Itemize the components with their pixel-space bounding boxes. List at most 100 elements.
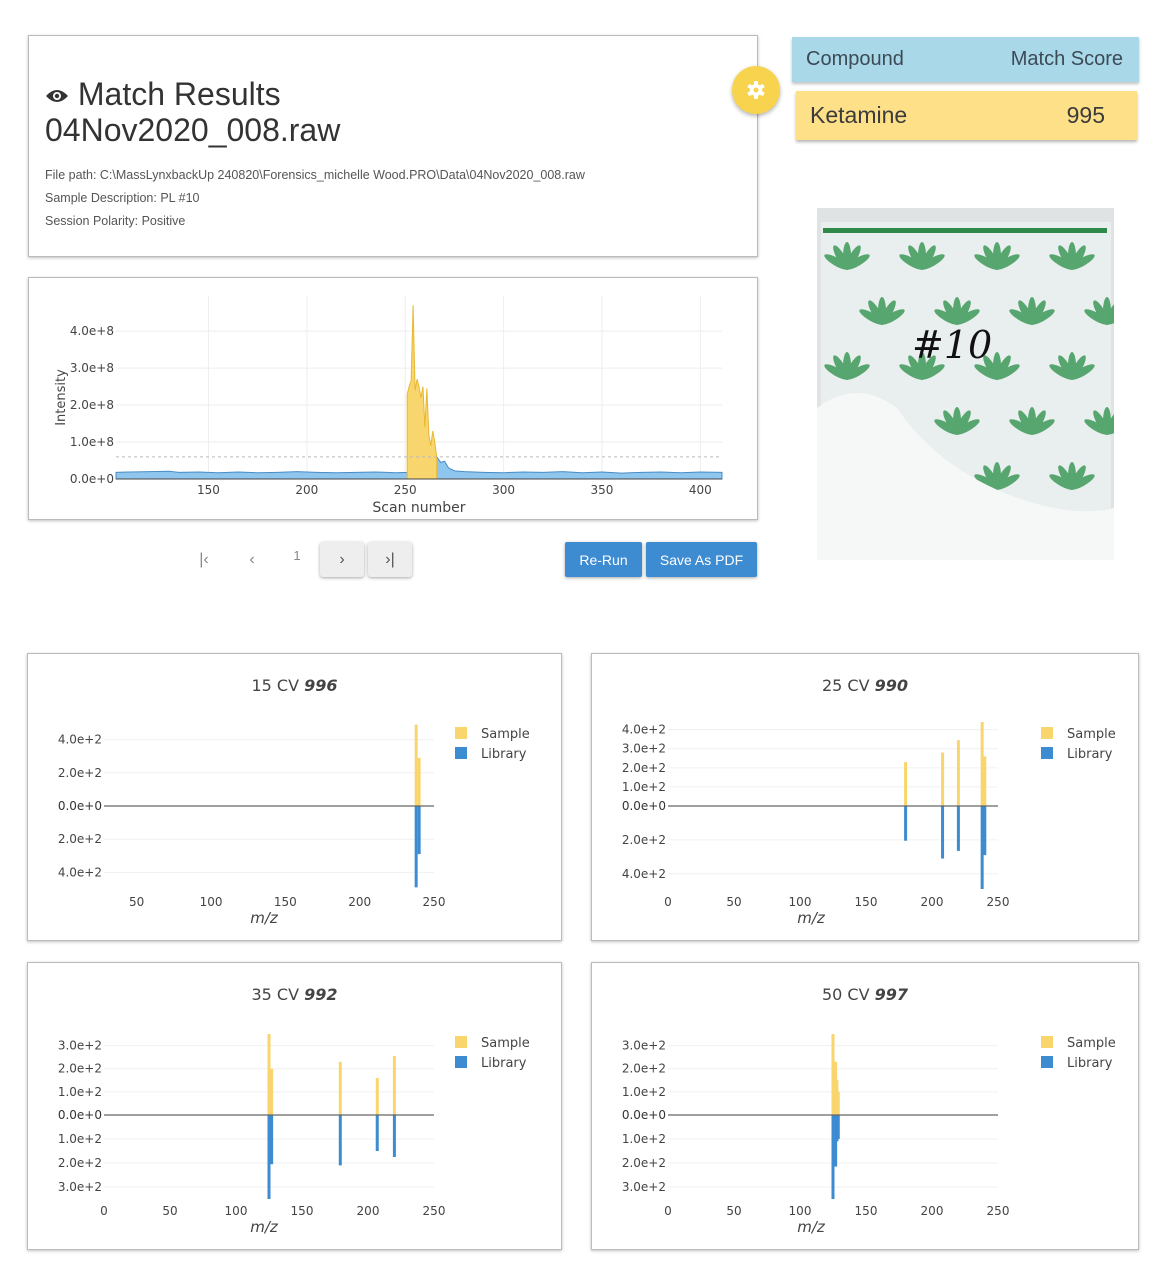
sample-bar	[980, 722, 984, 806]
leaf-icon	[955, 419, 980, 435]
chromatogram-panel: 150 200 250 300 350 400 0.0e+0 1.0e+8 2.0e+8 3.0e…	[28, 277, 758, 520]
library-bar	[414, 806, 418, 888]
y-tick-label: 3.0e+2	[622, 1180, 666, 1194]
settings-button[interactable]	[732, 66, 780, 114]
x-tick-label: 250	[423, 1204, 446, 1218]
legend-label: Sample	[1067, 1036, 1116, 1051]
leaf-icon	[920, 254, 945, 270]
library-bar	[392, 1115, 396, 1157]
y-tick-label: 0.0e+0	[58, 1108, 102, 1122]
y-tick-label: 1.0e+2	[58, 1132, 102, 1146]
y-tick-label: 2.0e+2	[58, 1156, 102, 1170]
spectrum-chart[interactable]: 1.0e+2 2.0e+2 3.0e+2 4.0e+2 2.0e+2 4.0e+2 0.0e…	[592, 654, 1138, 940]
sample-bar	[392, 1055, 396, 1115]
x-tick-label: 150	[274, 895, 297, 909]
next-page-icon: ›	[339, 550, 345, 568]
y-tick-label: 0.0e+0	[622, 1108, 666, 1122]
rerun-button[interactable]: Re-Run	[565, 542, 642, 577]
match-peak-area	[406, 305, 438, 480]
gear-icon	[747, 81, 765, 99]
file-path: File path: C:\MassLynxbackUp 240820\Fore…	[45, 168, 585, 182]
y-tick-label: 4.0e+2	[622, 867, 666, 881]
library-bar	[831, 1115, 835, 1199]
x-tick-label: 250	[987, 1204, 1010, 1218]
x-tick-label: 200	[295, 483, 318, 497]
legend-label: Library	[481, 747, 527, 762]
x-tick-label: 0	[100, 1204, 108, 1218]
svg-text:#10: #10	[912, 323, 992, 367]
x-tick-label: 50	[726, 1204, 741, 1218]
x-axis-label: m/z	[250, 909, 279, 927]
x-tick-label: 0	[664, 1204, 672, 1218]
y-tick-label: 1.0e+2	[622, 1085, 666, 1099]
match-results-panel: Match Results 04Nov2020_008.raw File pat…	[28, 35, 758, 257]
results-table-row[interactable]: Ketamine 995	[796, 91, 1137, 140]
y-tick-label: 4.0e+2	[58, 733, 102, 747]
match-score: 995	[1066, 102, 1105, 128]
spectrum-title: 35 CV 992	[251, 985, 338, 1004]
prev-page-button[interactable]: ‹	[236, 542, 268, 577]
leaf-icon	[1070, 364, 1095, 380]
y-tick-label: 2.0e+2	[622, 833, 666, 847]
leaf-icon	[1105, 419, 1114, 435]
y-tick-label: 3.0e+2	[622, 742, 666, 756]
leaf-icon	[955, 309, 980, 325]
leaf-icon	[845, 254, 870, 270]
x-tick-label: 150	[855, 1204, 878, 1218]
legend-swatch	[455, 1036, 467, 1048]
spectrum-chart[interactable]: 1.0e+2 2.0e+2 3.0e+2 1.0e+2 2.0e+2 3.0e+2 0.0e…	[592, 963, 1138, 1249]
y-tick-label: 2.0e+2	[58, 1062, 102, 1076]
last-page-button[interactable]: ›|	[368, 542, 412, 577]
x-tick-label: 100	[225, 1204, 248, 1218]
legend-label: Sample	[481, 1036, 530, 1051]
sample-bar	[831, 1034, 835, 1115]
legend-swatch	[1041, 1036, 1053, 1048]
x-tick-label: 100	[789, 895, 812, 909]
x-tick-label: 150	[197, 483, 220, 497]
library-bar	[267, 1115, 271, 1199]
first-page-button[interactable]: |‹	[186, 542, 222, 577]
y-tick-label: 3.0e+2	[58, 1039, 102, 1053]
x-tick-label: 0	[664, 895, 672, 909]
library-bar	[983, 806, 987, 856]
y-tick-label: 2.0e+2	[622, 1156, 666, 1170]
y-tick-label: 4.0e+2	[58, 865, 102, 879]
y-tick-label: 2.0e+2	[622, 761, 666, 775]
save-pdf-button[interactable]: Save As PDF	[646, 542, 757, 577]
x-axis-label: m/z	[797, 1218, 826, 1236]
sample-bar	[375, 1077, 379, 1115]
x-axis-label: m/z	[797, 909, 826, 927]
x-tick-label: 400	[689, 483, 712, 497]
leaf-icon	[995, 474, 1020, 490]
leaf-icon	[1070, 474, 1095, 490]
spectrum-title: 25 CV 990	[821, 676, 909, 695]
spectrum-panel-35cv: 35 CV 992 1.0e+2 2.0e+2 3.0e+2 1.0e+2 2.0e+2…	[27, 962, 562, 1250]
next-page-button[interactable]: ›	[320, 542, 364, 577]
page-title: Match Results 04Nov2020_008.raw	[45, 76, 341, 148]
x-tick-label: 100	[200, 895, 223, 909]
spectrum-panel-50cv: 50 CV 997 1.0e+2 2.0e+2 3.0e+2 1.0e+2 2.0e+2…	[591, 962, 1139, 1250]
spectrum-chart[interactable]: 1.0e+2 2.0e+2 3.0e+2 1.0e+2 2.0e+2 3.0e+2 0.0e…	[28, 963, 561, 1249]
legend-label: Library	[1067, 1056, 1113, 1071]
results-table-header: Compound Match Score	[792, 37, 1139, 82]
spectrum-chart[interactable]: 2.0e+2 4.0e+2 2.0e+2 4.0e+2 0.0e+0 50 100 150 20…	[28, 654, 561, 940]
current-page: 1	[293, 548, 301, 563]
chromatogram-chart[interactable]: 150 200 250 300 350 400 0.0e+0 1.0e+8 2.0e+8 3.0e…	[29, 278, 757, 519]
legend-swatch	[1041, 747, 1053, 759]
compound-name: Ketamine	[810, 102, 908, 128]
sample-bar	[983, 756, 987, 806]
leaf-icon	[995, 364, 1020, 380]
y-tick-label: 1.0e+2	[622, 1132, 666, 1146]
prev-page-icon: ‹	[249, 550, 255, 568]
file-name: 04Nov2020_008.raw	[45, 112, 341, 148]
last-page-icon: ›|	[385, 550, 395, 568]
sample-photo: #10	[817, 208, 1114, 560]
library-bar	[338, 1115, 342, 1166]
library-bar	[980, 806, 984, 889]
leaf-icon	[995, 254, 1020, 270]
y-tick-label: 0.0e+0	[622, 799, 666, 813]
y-tick-label: 3.0e+8	[70, 361, 114, 375]
legend-swatch	[455, 747, 467, 759]
x-tick-label: 350	[591, 483, 614, 497]
y-tick-label: 3.0e+2	[58, 1180, 102, 1194]
